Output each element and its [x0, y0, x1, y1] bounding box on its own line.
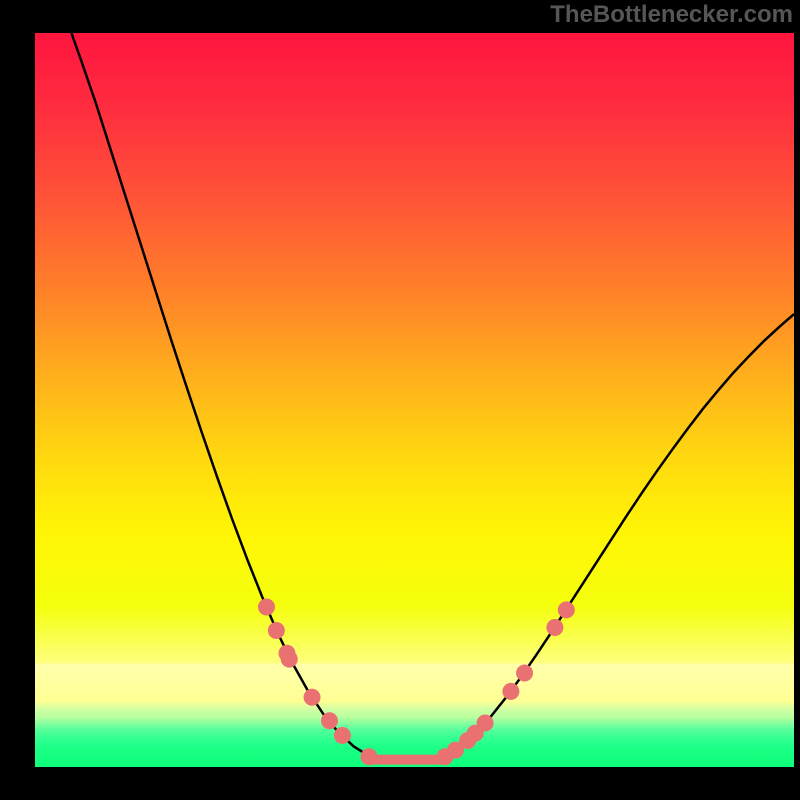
gradient-background	[35, 33, 794, 767]
watermark-text: TheBottlenecker.com	[550, 1, 793, 29]
scatter-point	[502, 683, 519, 700]
chart-plot	[35, 33, 794, 767]
scatter-point	[304, 689, 321, 706]
scatter-point	[268, 622, 285, 639]
scatter-point	[281, 651, 298, 668]
scatter-point	[558, 601, 575, 618]
scatter-point	[546, 619, 563, 636]
scatter-point	[360, 748, 377, 765]
scatter-point	[477, 714, 494, 731]
scatter-point	[258, 598, 275, 615]
scatter-point	[334, 727, 351, 744]
flat-bottom-bar	[369, 755, 445, 765]
scatter-point	[516, 665, 533, 682]
scatter-point	[321, 712, 338, 729]
